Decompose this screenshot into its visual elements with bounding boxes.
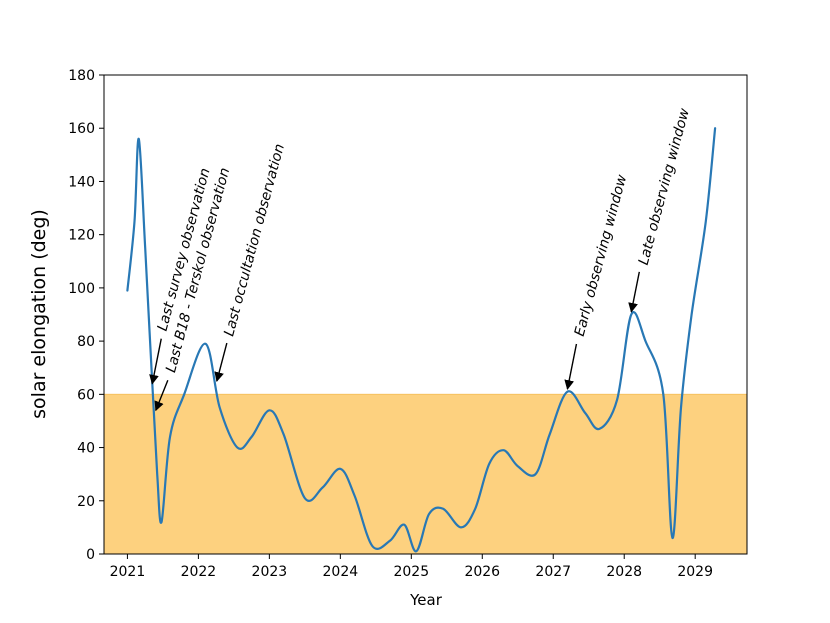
y-axis-label: solar elongation (deg) [28,209,50,419]
y-tick-label: 100 [68,281,95,297]
x-tick-label: 2022 [181,564,217,580]
y-tick-label: 80 [77,334,95,350]
series-line-0 [126,127,717,553]
x-tick-label: 2029 [677,564,713,580]
annotation-arrow [154,380,169,412]
y-tick-label: 140 [68,174,95,190]
annotation-label: Early observing window [572,173,631,338]
threshold-band [103,393,748,555]
x-tick-label: 2026 [464,564,500,580]
x-axis-label: Year [409,591,443,609]
y-tick-label: 160 [68,121,95,137]
y-tick-label: 180 [68,68,95,84]
y-tick-label: 20 [77,494,95,510]
y-tick-label: 120 [68,228,95,244]
plot-frame [103,74,748,555]
annotation-arrow [214,342,228,382]
x-tick-label: 2027 [535,564,571,580]
x-tick-label: 2028 [606,564,642,580]
x-tick-label: 2025 [393,564,429,580]
x-axis-ticks: 2021 2022 2023 2024 2025 2026 2027 2028 2029 [110,554,713,580]
annotation-label: Late observing window [636,106,693,267]
x-tick-label: 2023 [252,564,288,580]
y-axis-ticks: 0 20 40 60 80 100 120 140 160 180 [68,68,104,563]
threshold-band-layer [103,393,748,555]
y-tick-label: 40 [77,441,95,457]
y-tick-label: 0 [86,547,95,563]
x-tick-label: 2024 [323,564,359,580]
annotation-arrow [628,271,641,313]
x-tick-label: 2021 [110,564,146,580]
annotation-arrow [564,343,578,390]
series-line-layer [126,127,717,553]
y-tick-label: 60 [77,387,95,403]
annotation-arrow [149,338,162,385]
